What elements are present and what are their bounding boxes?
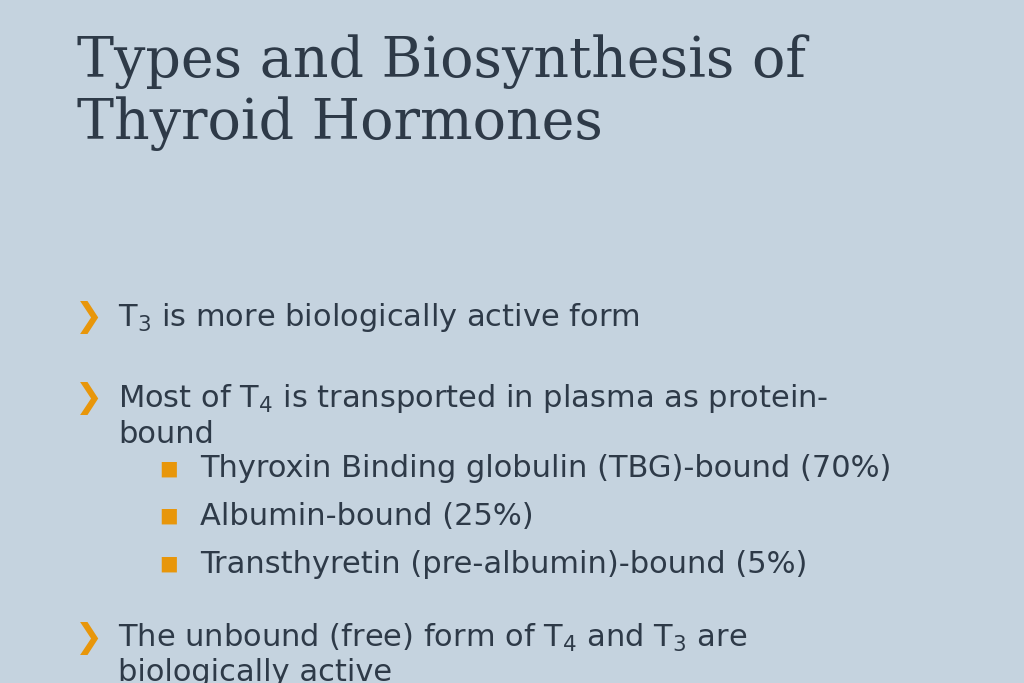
Text: Thyroxin Binding globulin (TBG)-bound (70%): Thyroxin Binding globulin (TBG)-bound (7…: [200, 454, 891, 483]
Text: ▪: ▪: [159, 502, 179, 531]
Text: ❯: ❯: [75, 301, 102, 333]
Text: Types and Biosynthesis of
Thyroid Hormones: Types and Biosynthesis of Thyroid Hormon…: [77, 34, 806, 151]
Text: ❯: ❯: [75, 382, 102, 415]
Text: Transthyretin (pre-albumin)-bound (5%): Transthyretin (pre-albumin)-bound (5%): [200, 550, 807, 579]
Text: ▪: ▪: [159, 550, 179, 579]
Text: ❯: ❯: [75, 622, 102, 654]
Text: $\mathregular{T_3}$ is more biologically active form: $\mathregular{T_3}$ is more biologically…: [118, 301, 639, 333]
Text: The unbound (free) form of $\mathregular{T_4}$ and $\mathregular{T_3}$ are
biolo: The unbound (free) form of $\mathregular…: [118, 622, 746, 683]
Text: ▪: ▪: [159, 454, 179, 483]
Text: Albumin-bound (25%): Albumin-bound (25%): [200, 502, 534, 531]
Text: Most of $\mathregular{T_4}$ is transported in plasma as protein-
bound: Most of $\mathregular{T_4}$ is transport…: [118, 382, 828, 449]
